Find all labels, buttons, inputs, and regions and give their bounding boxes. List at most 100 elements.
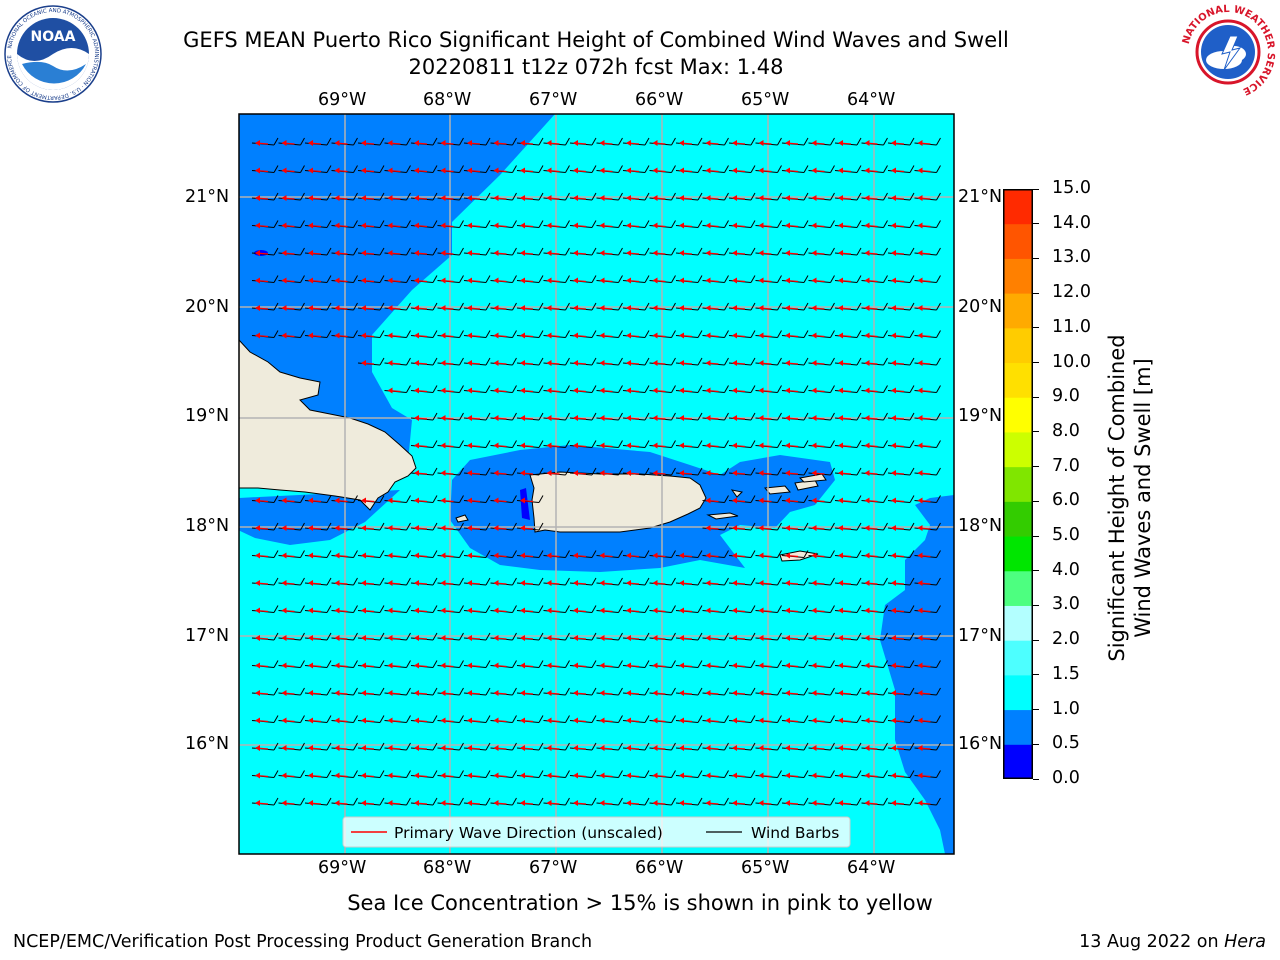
wave-direction-arrowhead <box>414 772 419 779</box>
wave-direction-arrowhead <box>414 607 419 614</box>
wave-direction-arrowhead <box>255 800 260 806</box>
wind-barb <box>887 302 915 311</box>
wave-direction-arrowhead <box>440 552 446 559</box>
wave-direction-arrowhead <box>785 772 790 779</box>
wave-direction-arrowhead <box>864 305 870 311</box>
wind-barb <box>728 522 756 531</box>
wave-direction-arrowhead <box>573 277 578 284</box>
wave-direction-arrowhead <box>758 332 764 339</box>
wave-direction-arrowhead <box>414 497 419 504</box>
wave-direction-arrowhead <box>705 442 711 449</box>
wind-barb <box>808 440 835 449</box>
lon-label-top: 66°W <box>635 90 684 110</box>
wave-direction-arrowhead <box>705 607 711 614</box>
wave-direction-arrowhead <box>652 415 658 421</box>
wind-barb <box>304 522 332 531</box>
wave-direction-arrowhead <box>308 250 313 256</box>
wave-direction-arrowhead <box>440 607 446 614</box>
wave-direction-arrowhead <box>308 580 313 586</box>
wave-direction-arrowhead <box>493 552 499 559</box>
wind-barb <box>543 385 570 394</box>
colorbar-tick-mark <box>1033 257 1039 259</box>
wind-barb <box>887 742 915 751</box>
wind-barb <box>834 137 862 146</box>
wave-direction-arrowhead <box>414 662 419 669</box>
wave-direction-arrowhead <box>626 195 631 201</box>
wave-direction-arrowhead <box>705 745 711 751</box>
wind-barb <box>755 302 782 311</box>
lat-label-right: 16°N <box>958 734 1003 754</box>
wind-barb <box>490 605 517 614</box>
wave-direction-arrowhead <box>387 497 393 504</box>
wind-barb <box>596 192 623 201</box>
wind-barb <box>834 275 862 284</box>
wind-barb <box>702 632 729 641</box>
wind-barb <box>543 577 570 586</box>
wind-barb <box>675 165 703 174</box>
wave-direction-arrowhead <box>440 745 446 751</box>
wave-direction-arrowhead <box>520 580 525 586</box>
wave-direction-arrowhead <box>705 250 711 256</box>
wave-direction-arrowhead <box>520 167 525 174</box>
wave-direction-arrowhead <box>917 332 923 339</box>
colorbar-tick-label: 12.0 <box>1052 282 1091 303</box>
wave-direction-arrowhead <box>758 800 764 806</box>
wind-barb <box>569 275 597 284</box>
wind-barb <box>914 165 941 174</box>
wave-direction-arrowhead <box>440 360 446 366</box>
wind-barb <box>251 247 279 256</box>
wind-barb <box>622 550 650 559</box>
wave-direction-arrowhead <box>520 415 525 421</box>
wind-barb <box>622 770 650 779</box>
wind-barb <box>622 632 650 641</box>
wave-direction-arrowhead <box>732 332 737 339</box>
wind-barb <box>516 165 544 174</box>
wind-barb <box>649 247 676 256</box>
wind-barb <box>490 330 517 339</box>
wind-barb <box>543 137 570 146</box>
wave-direction-arrowhead <box>838 635 843 641</box>
wind-barb <box>278 632 305 641</box>
wave-direction-arrowhead <box>838 167 843 174</box>
wind-barb <box>516 770 544 779</box>
wave-direction-arrowhead <box>573 470 578 476</box>
wind-barb <box>622 275 650 284</box>
wave-direction-arrowhead <box>917 442 923 449</box>
wave-direction-arrowhead <box>811 552 817 559</box>
footer-branch: NCEP/EMC/Verification Post Processing Pr… <box>13 932 593 952</box>
wind-barb <box>834 302 862 311</box>
wind-barb <box>463 550 491 559</box>
colorbar-tick-label: 0.5 <box>1052 733 1080 754</box>
wind-barb <box>543 440 570 449</box>
wave-direction-arrowhead <box>493 607 499 614</box>
wave-direction-arrowhead <box>308 690 313 696</box>
lat-label-left: 19°N <box>185 406 230 426</box>
wave-direction-arrowhead <box>758 772 764 779</box>
wind-barb <box>781 137 809 146</box>
wave-direction-arrowhead <box>387 222 393 229</box>
wind-barb <box>622 797 650 806</box>
wave-direction-arrowhead <box>811 305 817 311</box>
wind-barb <box>437 137 464 146</box>
wind-barb <box>887 137 915 146</box>
wave-direction-arrowhead <box>891 800 896 806</box>
wind-barb <box>463 385 491 394</box>
wind-barb <box>861 220 888 229</box>
wave-direction-arrowhead <box>414 360 419 366</box>
wind-barb <box>808 357 835 366</box>
wind-barb <box>384 577 411 586</box>
wind-barb <box>834 495 862 504</box>
wave-direction-arrowhead <box>652 360 658 366</box>
wind-barb <box>702 247 729 256</box>
wave-direction-arrowhead <box>679 635 684 641</box>
wind-barb <box>569 550 597 559</box>
wave-direction-arrowhead <box>361 167 366 174</box>
wind-barb <box>463 302 491 311</box>
wind-barb <box>251 495 279 504</box>
wave-direction-arrowhead <box>599 332 605 339</box>
wave-direction-arrowhead <box>705 415 711 421</box>
wind-barb <box>596 385 623 394</box>
wave-direction-arrowhead <box>281 305 287 311</box>
wave-direction-arrowhead <box>255 332 260 339</box>
wave-direction-arrowhead <box>414 800 419 806</box>
